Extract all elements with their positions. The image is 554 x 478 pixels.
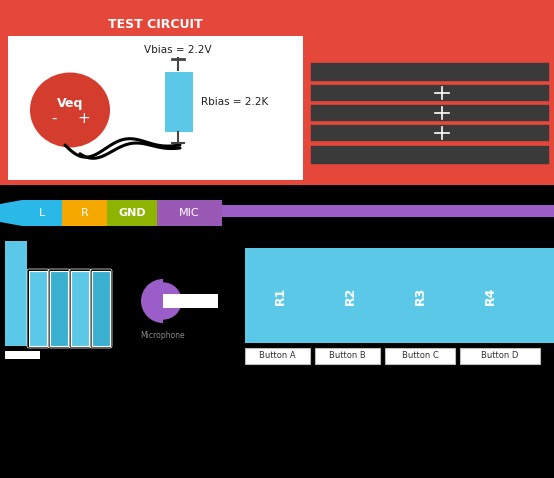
Text: Button D: Button D <box>481 351 519 360</box>
Bar <box>165 72 193 132</box>
Text: +: + <box>78 110 90 126</box>
Bar <box>8 12 303 180</box>
Text: -: - <box>52 110 57 126</box>
Circle shape <box>144 282 182 320</box>
Text: GND: GND <box>118 208 146 218</box>
Bar <box>22 200 62 226</box>
Text: Button B: Button B <box>329 351 366 360</box>
Bar <box>0 205 554 217</box>
Bar <box>8 12 303 36</box>
Bar <box>310 145 550 165</box>
Text: Button C: Button C <box>402 351 438 360</box>
Bar <box>310 124 550 142</box>
Bar <box>157 200 222 226</box>
Bar <box>92 271 110 346</box>
Bar <box>310 62 550 82</box>
Text: Rbias = 2.2K: Rbias = 2.2K <box>201 97 268 107</box>
Text: TEST CIRCUIT: TEST CIRCUIT <box>108 18 203 31</box>
Bar <box>310 104 550 122</box>
Bar <box>245 248 554 343</box>
Bar <box>62 200 107 226</box>
Bar <box>5 351 40 359</box>
Bar <box>29 271 47 346</box>
Wedge shape <box>141 279 163 323</box>
Text: MIC: MIC <box>179 208 200 218</box>
Bar <box>71 271 89 346</box>
Bar <box>385 348 455 364</box>
Polygon shape <box>0 200 22 226</box>
Bar <box>0 226 554 478</box>
Bar <box>0 185 554 205</box>
Text: R1: R1 <box>274 286 286 304</box>
Text: Veq: Veq <box>57 97 83 109</box>
Bar <box>310 84 550 102</box>
Bar <box>460 348 540 364</box>
Ellipse shape <box>30 73 110 148</box>
Text: Microphone: Microphone <box>141 330 185 339</box>
Text: Vbias = 2.2V: Vbias = 2.2V <box>144 45 212 55</box>
Text: L: L <box>39 208 45 218</box>
Bar <box>0 0 554 185</box>
Text: R3: R3 <box>413 286 427 304</box>
Text: R: R <box>81 208 89 218</box>
Text: R4: R4 <box>484 286 496 304</box>
Text: R2: R2 <box>343 286 357 304</box>
Bar <box>163 294 218 308</box>
Bar <box>50 271 68 346</box>
Text: Button A: Button A <box>259 351 296 360</box>
Bar <box>5 241 27 346</box>
Bar <box>315 348 380 364</box>
Bar <box>107 200 157 226</box>
Bar <box>245 348 310 364</box>
